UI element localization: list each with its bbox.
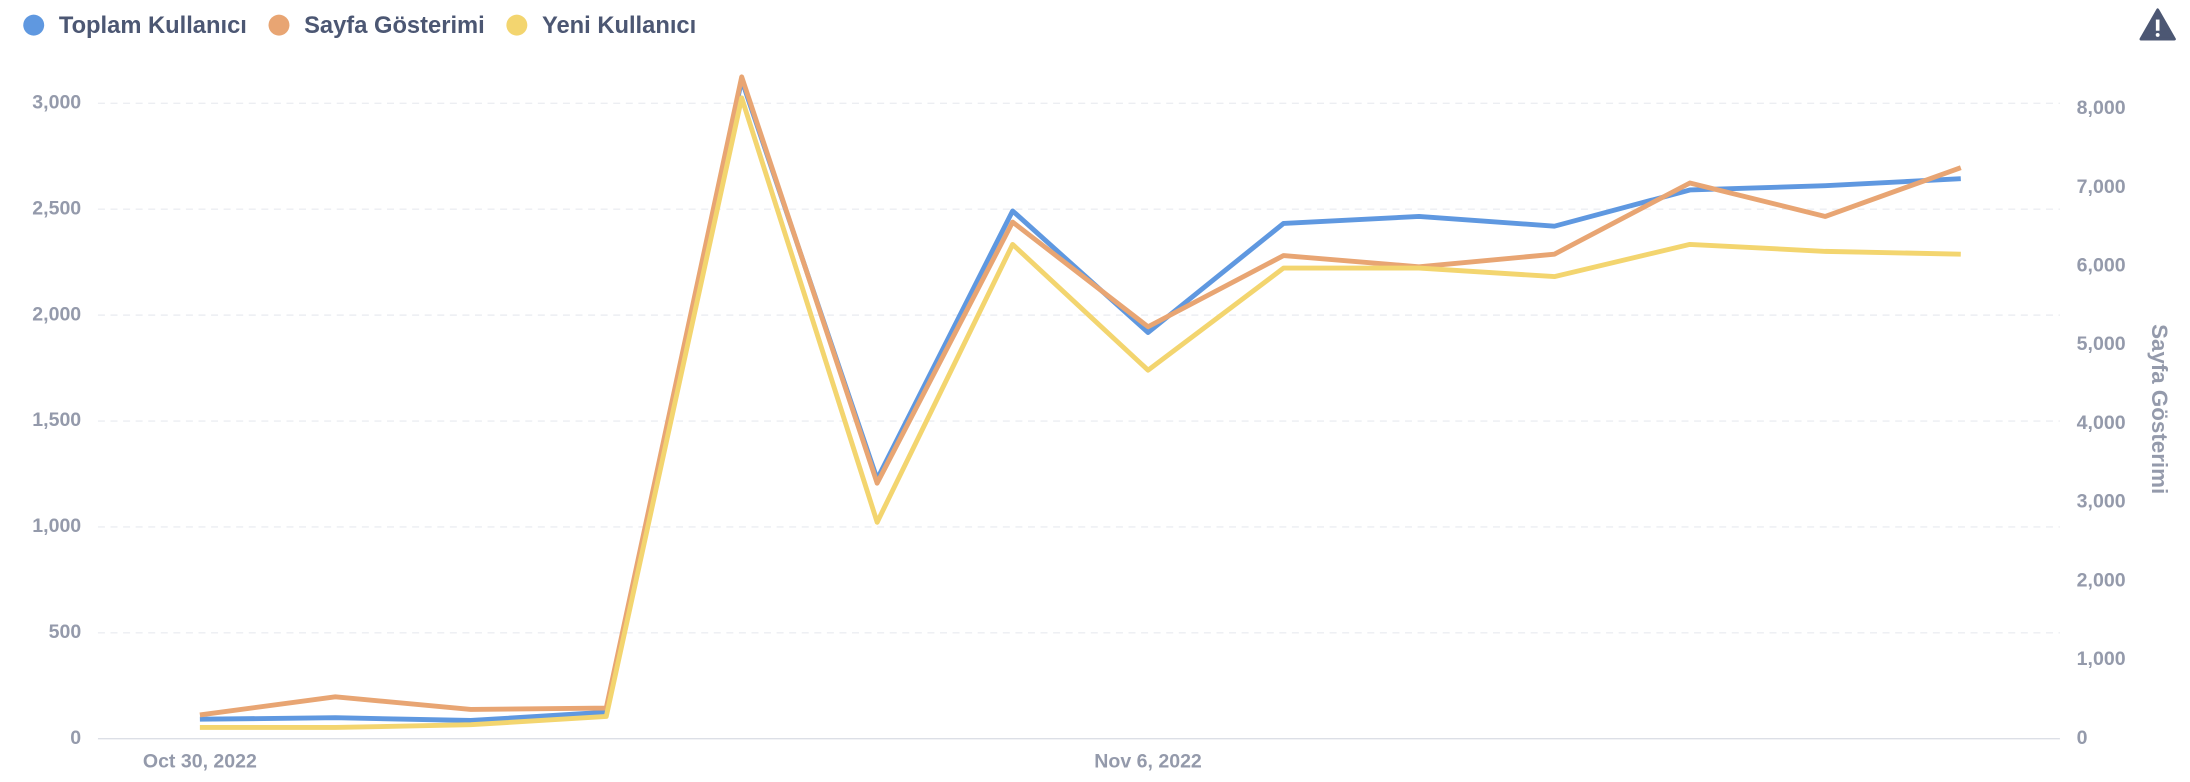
y-tick-label: 0 [70, 727, 81, 749]
x-tick-label: Nov 6, 2022 [1094, 751, 1202, 773]
legend-swatch [23, 14, 45, 36]
y-tick-label: 2,500 [32, 197, 81, 219]
y2-tick-label: 1,000 [2077, 648, 2126, 670]
y2-tick-label: 3,000 [2077, 491, 2126, 513]
y2-tick-label: 5,000 [2077, 333, 2126, 355]
series-line [199, 74, 1962, 718]
y2-tick-label: 0 [2077, 727, 2088, 749]
y-tick-label: 1,000 [32, 515, 81, 537]
y-tick-label: 1,500 [32, 409, 81, 431]
y2-tick-label: 6,000 [2077, 255, 2126, 277]
warning-icon [2139, 8, 2176, 41]
series-line [199, 77, 1961, 723]
legend-swatch [506, 14, 528, 36]
legend-swatch [268, 14, 290, 36]
y-tick-label: 500 [49, 621, 82, 643]
y-tick-label: 2,000 [32, 303, 81, 325]
y2-tick-label: 8,000 [2077, 97, 2126, 119]
legend-label[interactable]: Sayfa Gösterimi [304, 13, 485, 39]
x-tick-label: Oct 30, 2022 [143, 751, 257, 773]
y-tick-label: 3,000 [32, 91, 81, 113]
y2-tick-label: 4,000 [2077, 412, 2126, 434]
y2-axis-label: Sayfa Gösterimi [2147, 324, 2172, 494]
series-line [199, 95, 1961, 730]
legend-label[interactable]: Toplam Kullanıcı [59, 13, 247, 39]
legend-label[interactable]: Yeni Kullanıcı [542, 13, 696, 39]
y2-tick-label: 2,000 [2077, 569, 2126, 591]
y2-tick-label: 7,000 [2077, 176, 2126, 198]
legend: Toplam Kullanıcı Sayfa Gösterimi Yeni Kull… [23, 13, 696, 39]
